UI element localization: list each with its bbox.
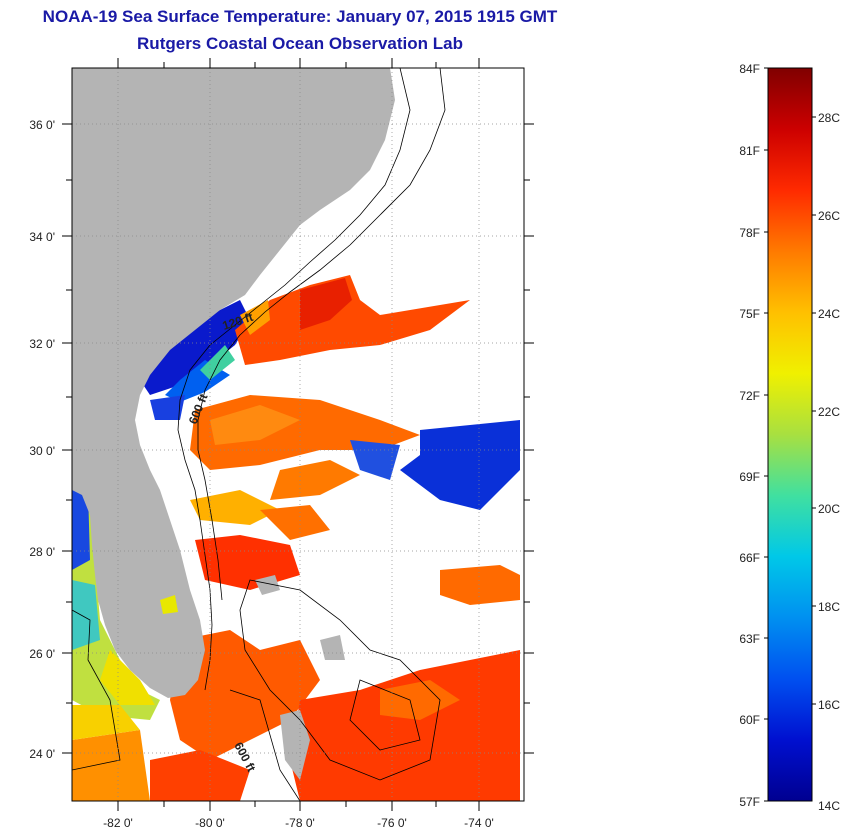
colorbar-f-81: 81F (739, 144, 760, 158)
colorbar-c-18: 18C (818, 600, 840, 614)
lon-label-76: -76 0' (377, 816, 407, 830)
lat-label-30: 30 0' (29, 444, 55, 458)
lon-label-74: -74 0' (464, 816, 494, 830)
lat-label-32: 32 0' (29, 337, 55, 351)
colorbar-f-84: 84F (739, 62, 760, 76)
lat-label-28: 28 0' (29, 545, 55, 559)
colorbar-f-57: 57F (739, 795, 760, 809)
map-subtitle: Rutgers Coastal Ocean Observation Lab (137, 34, 463, 53)
map-panel: 120 ft 600 ft 600 ft (72, 68, 524, 801)
map-frame (71, 67, 525, 802)
lat-label-24: 24 0' (29, 747, 55, 761)
colorbar-f-72: 72F (739, 389, 760, 403)
longitude-labels: -82 0' -80 0' -78 0' -76 0' -74 0' (103, 816, 494, 830)
lat-label-34: 34 0' (29, 230, 55, 244)
colorbar-c-22: 22C (818, 405, 840, 419)
colorbar-c-26: 26C (818, 209, 840, 223)
lon-label-80: -80 0' (195, 816, 225, 830)
colorbar-f-75: 75F (739, 307, 760, 321)
colorbar-f-63: 63F (739, 632, 760, 646)
colorbar-f-60: 60F (739, 713, 760, 727)
lat-label-36: 36 0' (29, 118, 55, 132)
colorbar-frame (767, 67, 813, 802)
colorbar-c-20: 20C (818, 502, 840, 516)
colorbar-f-78: 78F (739, 226, 760, 240)
temperature-colorbar: 84F 81F 78F 75F 72F 69F 66F 63F 60F 57F … (739, 62, 840, 813)
lon-label-82: -82 0' (103, 816, 133, 830)
colorbar-c-24: 24C (818, 307, 840, 321)
colorbar-c-16: 16C (818, 698, 840, 712)
colorbar-gradient (768, 68, 812, 801)
bathymetry-contours (72, 68, 446, 801)
lat-label-26: 26 0' (29, 647, 55, 661)
colorbar-c-14: 14C (818, 799, 840, 813)
colorbar-f-66: 66F (739, 551, 760, 565)
colorbar-c-28: 28C (818, 111, 840, 125)
lon-label-78: -78 0' (285, 816, 315, 830)
map-ticks (62, 58, 534, 811)
map-title: NOAA-19 Sea Surface Temperature: January… (42, 7, 558, 26)
latitude-labels: 36 0' 34 0' 32 0' 30 0' 28 0' 26 0' 24 0… (29, 118, 55, 761)
landmass (72, 68, 395, 780)
graticule (72, 68, 524, 801)
colorbar-f-69: 69F (739, 470, 760, 484)
